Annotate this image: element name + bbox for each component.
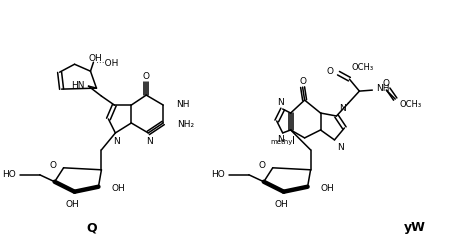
Text: OCH₃: OCH₃ [399,99,421,109]
Text: NH: NH [376,84,390,93]
Text: HN: HN [71,81,85,90]
Text: I: I [292,136,295,146]
Text: O: O [50,161,57,170]
Text: OH: OH [111,184,125,193]
Text: OCH₃: OCH₃ [352,63,374,72]
Text: O: O [383,79,390,88]
Text: O: O [259,161,266,170]
Text: O: O [143,72,150,81]
Text: N: N [337,143,344,152]
Text: OH: OH [321,184,334,193]
Text: OH: OH [275,200,289,209]
Text: O: O [327,67,333,76]
Text: O: O [299,77,306,86]
Text: N: N [277,135,284,144]
Text: HO: HO [2,170,16,179]
Text: N: N [146,137,153,146]
Text: N: N [113,137,120,146]
Text: ···OH: ···OH [96,59,119,68]
Text: yW: yW [404,221,426,234]
Text: NH: NH [176,99,190,109]
Text: NH₂: NH₂ [177,120,194,129]
Text: OH: OH [89,54,102,63]
Text: Q: Q [86,221,97,234]
Text: HO: HO [211,170,225,179]
Text: N: N [277,98,284,107]
Text: methyl: methyl [270,139,295,145]
Text: N: N [339,104,346,113]
Text: OH: OH [66,200,79,209]
